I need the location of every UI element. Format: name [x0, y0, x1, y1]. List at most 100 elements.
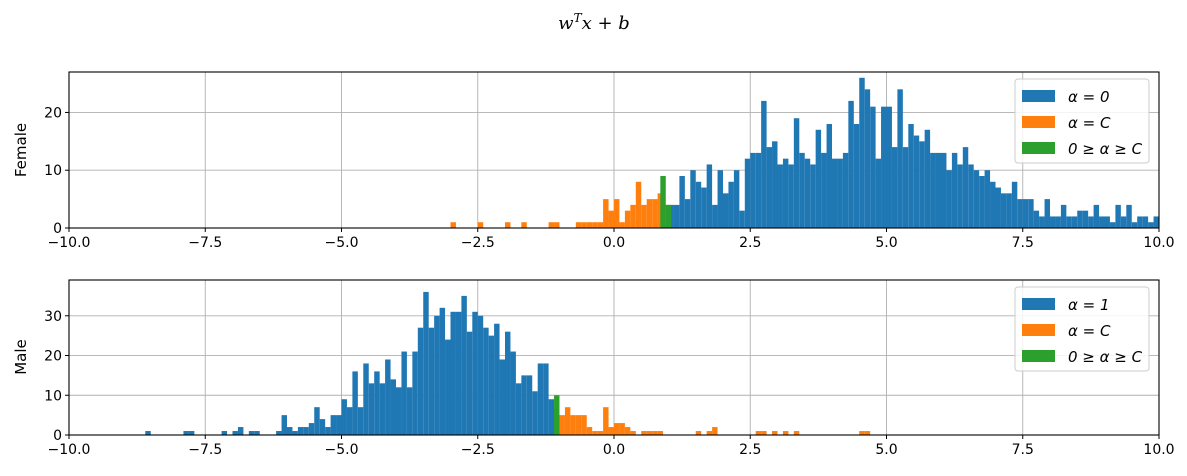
female-bar-series-2	[665, 204, 672, 228]
female-bar-series-0	[1126, 204, 1132, 228]
male-bar-series-1	[603, 407, 609, 435]
female-bar-series-0	[1077, 210, 1083, 228]
female-bar-series-0	[679, 176, 685, 228]
female-bar-series-0	[924, 129, 931, 228]
female-xtick-label: 10.0	[1143, 235, 1174, 251]
female-bar-series-1	[608, 210, 614, 228]
female-bar-series-1	[521, 222, 527, 228]
female-bar-series-0	[859, 77, 865, 229]
male-legend-label: 0 ≥ α ≥ C	[1068, 348, 1143, 366]
male-ytick-label: 10	[44, 388, 62, 404]
male-bar-series-1	[864, 431, 871, 435]
male-bar-series-0	[303, 427, 309, 435]
male-xtick-label: 5.0	[875, 442, 897, 458]
male-bar-series-0	[466, 331, 473, 435]
female-bar-series-1	[581, 222, 587, 228]
female-bar-series-0	[1120, 216, 1127, 228]
male-bar-series-0	[428, 327, 435, 435]
female-bar-series-0	[1011, 181, 1018, 228]
male-bar-series-0	[423, 291, 429, 435]
male-bar-series-1	[575, 415, 582, 435]
female-bar-series-1	[652, 199, 658, 228]
male-bar-series-0	[396, 387, 402, 435]
female-bar-series-0	[891, 147, 898, 228]
female-bar-series-0	[728, 181, 734, 228]
female-bar-series-0	[902, 147, 909, 228]
female-ticks: −10.0 −7.5 −5.0 −2.5 0.0 2.5 5.0 7.5 10.0 0 10 20	[44, 105, 1174, 251]
female-bar-series-0	[750, 152, 756, 228]
female-bar-series-0	[739, 210, 745, 228]
female-bar-series-1	[477, 222, 484, 228]
male-bar-series-0	[357, 407, 364, 435]
male-bar-series-0	[450, 311, 456, 435]
male-bar-series-0	[292, 431, 298, 435]
female-bar-series-1	[619, 222, 625, 228]
male-legend: α = 1 α = C 0 ≥ α ≥ C	[1014, 286, 1150, 372]
male-bar-series-1	[592, 431, 598, 435]
female-ytick-label: 20	[44, 105, 62, 121]
male-bar-series-1	[597, 431, 604, 435]
female-bar-series-0	[842, 152, 849, 228]
female-bar-series-1	[548, 222, 555, 228]
female-bar-series-1	[603, 199, 609, 228]
female-bars	[450, 77, 1159, 229]
female-histogram-panel: −10.0 −7.5 −5.0 −2.5 0.0 2.5 5.0 7.5 10.0 0 10 20 F…	[12, 71, 1175, 251]
female-bar-series-0	[782, 158, 789, 228]
female-bar-series-0	[990, 181, 996, 228]
male-bar-series-0	[488, 335, 495, 435]
male-bar-series-0	[537, 363, 544, 435]
female-bar-series-0	[1093, 204, 1100, 228]
male-bar-series-0	[499, 359, 505, 435]
male-xtick-label: 2.5	[739, 442, 761, 458]
female-bar-series-2	[660, 176, 666, 228]
male-bar-series-0	[472, 311, 478, 435]
male-bar-series-0	[434, 315, 440, 435]
female-bar-series-1	[641, 204, 647, 228]
male-bar-series-1	[608, 427, 614, 435]
male-bar-series-1	[586, 427, 593, 435]
male-xtick-label: −5.0	[325, 442, 359, 458]
female-bar-series-0	[995, 187, 1001, 228]
female-bar-series-1	[646, 199, 653, 228]
female-xtick-label: −2.5	[461, 235, 495, 251]
female-bar-series-0	[701, 187, 707, 228]
male-bar-series-1	[564, 407, 571, 435]
male-bar-series-0	[483, 327, 489, 435]
female-bar-series-0	[1071, 216, 1078, 228]
male-legend-swatch	[1022, 324, 1055, 336]
male-bar-series-0	[505, 331, 511, 435]
male-xtick-label: −7.5	[188, 442, 222, 458]
male-bar-series-0	[445, 339, 451, 435]
male-bar-series-0	[319, 419, 326, 435]
male-bar-series-0	[412, 351, 418, 435]
male-bar-series-0	[477, 315, 484, 435]
male-xtick-label: 10.0	[1143, 442, 1174, 458]
female-xtick-label: −7.5	[188, 235, 222, 251]
male-bar-series-0	[221, 431, 228, 435]
female-bar-series-1	[614, 199, 620, 228]
female-bar-series-0	[793, 118, 800, 228]
male-bar-series-0	[188, 431, 195, 435]
female-bar-series-0	[695, 181, 702, 228]
male-bar-series-1	[859, 431, 865, 435]
male-histogram-panel: −10.0 −7.5 −5.0 −2.5 0.0 2.5 5.0 7.5 10.0 0 10 20 30…	[12, 279, 1175, 458]
female-bar-series-0	[1142, 216, 1149, 228]
female-legend: α = 0 α = C 0 ≥ α ≥ C	[1014, 78, 1150, 164]
male-bar-series-0	[543, 363, 549, 435]
male-legend-swatch	[1022, 350, 1055, 362]
female-bar-series-1	[624, 210, 631, 228]
female-bar-series-1	[635, 181, 642, 228]
female-bar-series-0	[717, 170, 723, 228]
male-legend-label: α = C	[1068, 322, 1111, 340]
female-bar-series-0	[755, 152, 762, 228]
female-bar-series-0	[875, 158, 882, 228]
female-ylabel: Female	[12, 123, 30, 177]
female-bar-series-0	[864, 89, 871, 228]
male-bar-series-0	[287, 427, 293, 435]
male-bar-series-0	[406, 387, 413, 435]
male-ticks: −10.0 −7.5 −5.0 −2.5 0.0 2.5 5.0 7.5 10.0 0 10 20 30	[44, 309, 1174, 458]
female-legend-swatch	[1022, 142, 1055, 154]
female-bar-series-0	[712, 204, 718, 228]
female-bar-series-0	[826, 124, 832, 228]
female-bar-series-0	[1050, 216, 1056, 228]
